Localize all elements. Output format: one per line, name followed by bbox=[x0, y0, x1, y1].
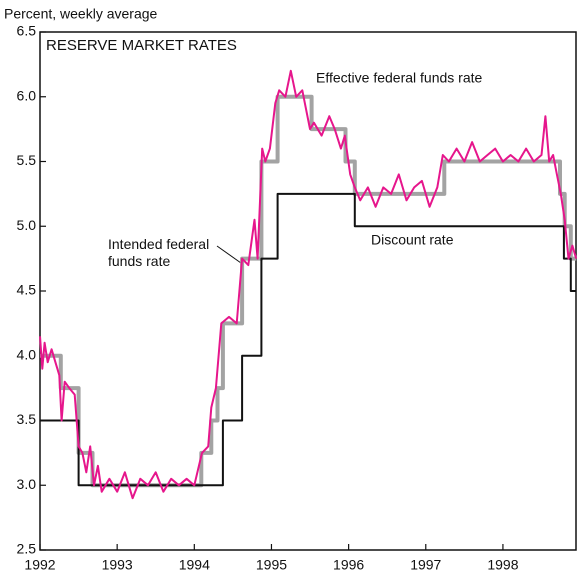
x-tick-label: 1995 bbox=[256, 557, 287, 573]
y-tick-label: 6.0 bbox=[17, 87, 37, 103]
series-label: Effective federal funds rate bbox=[316, 70, 482, 86]
y-tick-label: 2.5 bbox=[17, 541, 37, 557]
y-tick-label: 4.0 bbox=[17, 346, 37, 362]
x-tick-label: 1997 bbox=[410, 557, 441, 573]
x-tick-label: 1992 bbox=[24, 557, 55, 573]
y-tick-label: 3.0 bbox=[17, 476, 37, 492]
y-tick-label: 4.5 bbox=[17, 282, 37, 298]
x-tick-label: 1993 bbox=[102, 557, 133, 573]
series-label: Intended federal funds rate bbox=[108, 236, 210, 269]
leader-line bbox=[216, 245, 242, 264]
y-axis-label: Percent, weekly average bbox=[4, 6, 158, 22]
y-tick-label: 5.5 bbox=[17, 152, 37, 168]
y-tick-label: 5.0 bbox=[17, 217, 37, 233]
series-line bbox=[39, 69, 577, 500]
y-tick-label: 6.5 bbox=[17, 23, 37, 39]
x-tick-label: 1996 bbox=[333, 557, 364, 573]
series-label: Discount rate bbox=[371, 232, 454, 248]
series-line bbox=[40, 94, 577, 488]
series-line bbox=[40, 192, 577, 487]
y-tick-label: 3.5 bbox=[17, 411, 37, 427]
chart-title: RESERVE MARKET RATES bbox=[46, 37, 237, 54]
x-tick-label: 1994 bbox=[179, 557, 210, 573]
x-tick-label: 1998 bbox=[487, 557, 518, 573]
plot-frame bbox=[39, 31, 577, 551]
